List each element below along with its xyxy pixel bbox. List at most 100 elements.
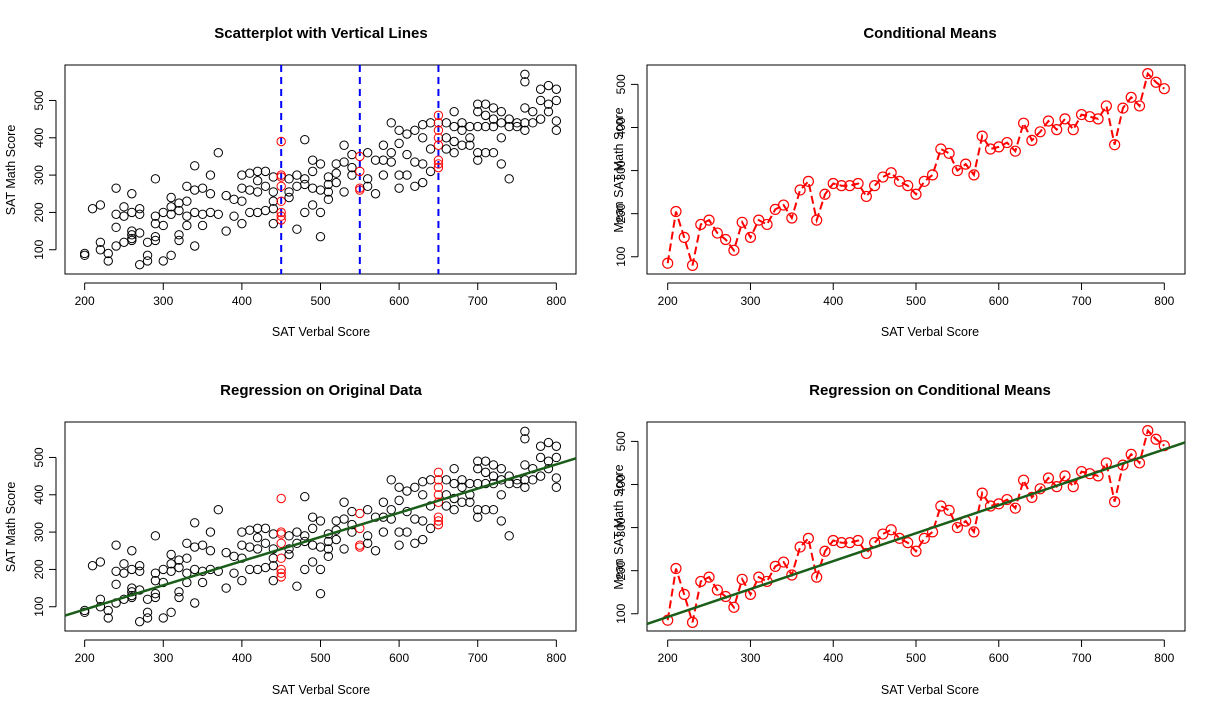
data-point — [268, 218, 279, 229]
highlighted-point — [276, 572, 286, 582]
highlighted-point — [276, 527, 286, 537]
data-point — [205, 170, 216, 180]
data-point — [119, 211, 129, 221]
data-point — [535, 84, 546, 94]
mean-point — [926, 169, 939, 181]
data-point — [182, 553, 192, 563]
data-point — [315, 564, 326, 575]
y-tick-label: 400 — [614, 117, 628, 137]
data-point — [205, 189, 216, 199]
highlighted-point — [276, 564, 286, 575]
data-point — [331, 168, 341, 178]
data-point — [213, 209, 224, 219]
data-point — [512, 478, 522, 489]
y-tick-label: 400 — [614, 474, 628, 494]
data-point — [323, 172, 334, 182]
data-point — [142, 256, 153, 266]
data-point — [402, 129, 412, 139]
mean-point — [1017, 117, 1030, 129]
panel-4-mean-series — [662, 425, 1170, 628]
mean-point — [761, 218, 773, 231]
mean-point — [902, 180, 914, 192]
data-point — [402, 149, 412, 160]
mean-point — [1017, 474, 1030, 486]
data-point — [315, 159, 326, 169]
highlighted-point — [276, 538, 286, 548]
data-point — [418, 120, 428, 130]
panel-4-regression — [646, 441, 1186, 626]
data-point — [315, 207, 326, 218]
data-point — [543, 456, 554, 466]
data-point — [229, 211, 239, 221]
data-point — [480, 467, 491, 478]
data-point — [245, 207, 255, 218]
y-tick-label: 400 — [32, 127, 46, 147]
x-tick-label: 300 — [740, 651, 760, 665]
data-point — [465, 121, 475, 132]
data-point — [268, 196, 279, 206]
data-point — [402, 527, 412, 537]
data-point — [504, 121, 514, 132]
data-point — [480, 505, 491, 515]
panel-1-plot-frame — [64, 64, 577, 275]
data-point — [307, 523, 318, 534]
panel-1-ylabel: SAT Math Score — [4, 125, 18, 216]
data-point — [252, 207, 263, 218]
data-point — [496, 159, 507, 169]
highlighted-point — [433, 482, 444, 493]
data-point — [205, 527, 216, 537]
data-point — [418, 159, 428, 169]
data-point — [174, 592, 184, 603]
mean-point — [827, 177, 839, 190]
data-point — [252, 166, 263, 177]
data-point — [480, 148, 491, 158]
mean-point — [819, 545, 831, 557]
mean-point — [984, 143, 997, 155]
data-point — [535, 452, 546, 463]
data-point — [111, 540, 121, 550]
data-point — [237, 170, 247, 180]
mean-point — [835, 537, 848, 549]
data-point — [418, 516, 428, 526]
y-tick-label: 100 — [32, 596, 46, 616]
data-point — [512, 121, 522, 132]
data-point — [339, 157, 349, 167]
data-point — [260, 538, 271, 548]
panel-3-title: Regression on Original Data — [220, 382, 422, 399]
data-point — [496, 463, 507, 474]
panel-2-title: Conditional Means — [863, 25, 996, 42]
data-point — [260, 562, 271, 573]
x-tick-label: 200 — [75, 651, 95, 665]
highlighted-point — [355, 542, 365, 552]
data-point — [410, 482, 420, 493]
data-point — [190, 161, 200, 171]
data-point — [229, 551, 239, 562]
data-point — [488, 148, 499, 158]
data-point — [418, 177, 428, 188]
panel-conditional-means: Conditional Means 200 300 400 500 600 700 800 … — [612, 25, 1186, 339]
data-point — [245, 185, 255, 195]
data-point — [268, 575, 279, 586]
panel-1-points — [79, 69, 562, 270]
x-tick-label: 800 — [1154, 651, 1174, 665]
x-tick-label: 600 — [389, 651, 409, 665]
data-point — [119, 568, 129, 578]
data-point — [166, 209, 176, 219]
highlighted-point — [355, 166, 365, 177]
data-point — [260, 181, 271, 191]
panel-2-ylabel: Mean SAT Math Score — [612, 107, 626, 232]
data-point — [362, 531, 373, 541]
y-tick-label: 100 — [614, 603, 628, 623]
y-tick-label: 100 — [32, 239, 46, 259]
data-point — [323, 551, 334, 562]
data-point — [473, 155, 483, 165]
data-point — [394, 125, 404, 136]
data-point — [134, 616, 145, 627]
highlighted-point — [276, 196, 286, 206]
x-tick-label: 700 — [1072, 651, 1092, 665]
highlighted-point — [433, 516, 444, 526]
mean-point — [918, 532, 930, 544]
data-point — [260, 205, 271, 216]
data-point — [284, 187, 294, 197]
data-point — [134, 209, 145, 219]
